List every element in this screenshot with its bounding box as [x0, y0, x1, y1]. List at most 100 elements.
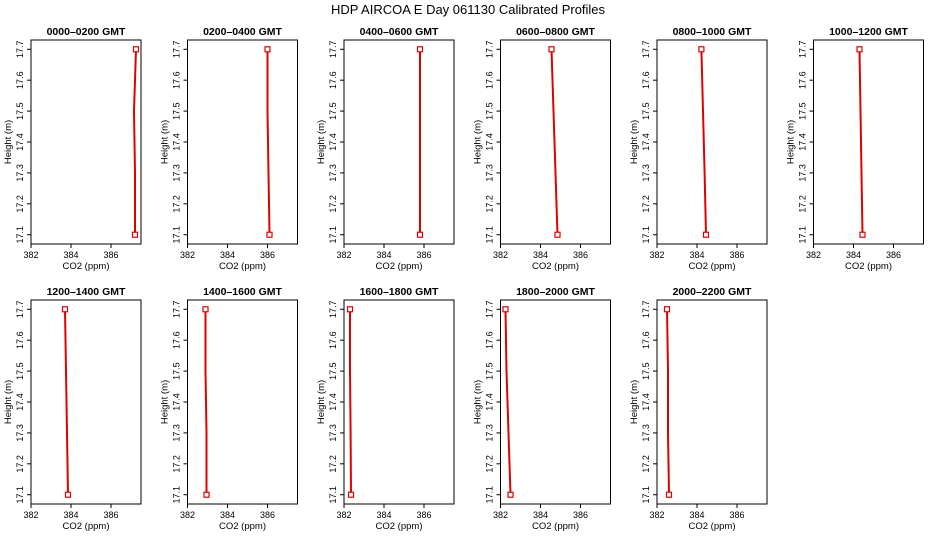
y-tick-label: 17.1: [798, 226, 808, 244]
plot-frame: [187, 39, 298, 245]
y-axis-label: Height (m): [160, 380, 171, 424]
x-tick-label: 384: [533, 510, 548, 520]
profile-endpoint-marker: [131, 231, 139, 238]
profile-endpoint-marker: [416, 46, 424, 53]
y-tick-label: 17.5: [798, 102, 808, 120]
y-axis-label: Height (m): [629, 380, 640, 424]
y-tick-label: 17.1: [641, 226, 651, 244]
x-tick-label: 386: [103, 250, 118, 260]
panel-title: 0600–0800 GMT: [516, 26, 595, 38]
y-tick-label: 17.3: [172, 164, 182, 182]
panel-title: 0800–1000 GMT: [673, 26, 752, 38]
y-tick-label: 17.2: [641, 195, 651, 213]
y-tick-label: 17.7: [798, 41, 808, 59]
profile-endpoint-marker: [346, 306, 354, 313]
y-tick-label: 17.4: [15, 133, 25, 151]
y-axis-label: Height (m): [3, 380, 14, 424]
y-tick-label: 17.4: [15, 393, 25, 411]
y-tick-label: 17.5: [641, 102, 651, 120]
x-tick-label: 382: [336, 250, 351, 260]
y-tick-label: 17.6: [641, 71, 651, 89]
profile-endpoint-marker: [202, 306, 209, 313]
x-tick-label: 384: [63, 250, 78, 260]
profile-line: [349, 309, 352, 495]
profile-endpoint-marker: [548, 46, 555, 53]
y-tick-label: 17.5: [485, 362, 495, 380]
y-tick-label: 17.4: [172, 393, 182, 411]
y-tick-label: 17.6: [15, 331, 25, 349]
profile-endpoint-marker: [554, 231, 561, 238]
y-tick-label: 17.4: [485, 133, 495, 151]
profile-endpoint-marker: [347, 491, 355, 498]
x-axis-label: CO2 (ppm): [532, 521, 579, 532]
plot-frame: [500, 299, 611, 505]
x-tick-label: 382: [649, 250, 664, 260]
panel-title: 0000–0200 GMT: [47, 26, 126, 38]
y-tick-label: 17.1: [172, 486, 182, 504]
panel-title: 0400–0600 GMT: [360, 26, 439, 38]
y-tick-label: 17.7: [15, 301, 25, 319]
y-tick-label: 17.5: [641, 362, 651, 380]
y-axis-label: Height (m): [473, 380, 484, 424]
x-tick-label: 384: [220, 250, 235, 260]
y-tick-label: 17.7: [485, 301, 495, 319]
x-tick-label: 384: [376, 510, 391, 520]
profile-endpoint-marker: [507, 491, 514, 498]
y-tick-label: 17.1: [15, 226, 25, 244]
panel-title: 0200–0400 GMT: [203, 26, 282, 38]
x-axis-label: CO2 (ppm): [532, 261, 579, 272]
x-tick-label: 382: [23, 510, 38, 520]
plot-frame: [343, 299, 455, 505]
y-tick-label: 17.1: [641, 486, 651, 504]
x-tick-label: 382: [180, 510, 195, 520]
y-tick-label: 17.5: [328, 102, 338, 120]
profile-endpoint-marker: [856, 46, 863, 53]
y-tick-label: 17.7: [641, 41, 651, 59]
plot-frame: [187, 299, 298, 505]
y-tick-label: 17.3: [798, 164, 808, 182]
y-axis-label: Height (m): [3, 120, 14, 164]
x-tick-label: 382: [493, 250, 508, 260]
y-tick-label: 17.3: [172, 424, 182, 442]
profile-endpoint-marker: [502, 306, 509, 313]
profile-line: [64, 309, 69, 495]
x-tick-label: 382: [23, 250, 38, 260]
y-tick-label: 17.4: [172, 133, 182, 151]
x-tick-label: 382: [649, 510, 664, 520]
y-tick-label: 17.6: [172, 71, 182, 89]
y-tick-label: 17.6: [172, 331, 182, 349]
x-tick-label: 386: [729, 250, 744, 260]
y-tick-label: 17.5: [485, 102, 495, 120]
plot-frame: [813, 39, 924, 245]
x-axis-label: CO2 (ppm): [845, 261, 892, 272]
x-tick-label: 382: [806, 250, 821, 260]
y-tick-label: 17.5: [172, 362, 182, 380]
y-tick-label: 17.1: [15, 486, 25, 504]
profile-endpoint-marker: [61, 306, 69, 313]
y-tick-label: 17.1: [485, 486, 495, 504]
y-tick-label: 17.2: [15, 195, 25, 213]
y-tick-label: 17.3: [15, 424, 25, 442]
y-tick-label: 17.1: [328, 486, 338, 504]
y-tick-label: 17.2: [328, 455, 338, 473]
profile-endpoint-marker: [64, 491, 72, 498]
y-tick-label: 17.6: [798, 71, 808, 89]
x-axis-label: CO2 (ppm): [689, 521, 736, 532]
y-tick-label: 17.3: [15, 164, 25, 182]
figure-title: HDP AIRCOA E Day 061130 Calibrated Profi…: [331, 2, 606, 17]
y-tick-label: 17.2: [798, 195, 808, 213]
profile-endpoint-marker: [416, 231, 424, 238]
y-tick-label: 17.5: [15, 102, 25, 120]
x-tick-label: 384: [63, 510, 78, 520]
y-tick-label: 17.6: [485, 331, 495, 349]
x-tick-label: 386: [573, 510, 588, 520]
x-tick-label: 384: [846, 250, 861, 260]
x-tick-label: 386: [416, 250, 431, 260]
panel-title: 1800–2000 GMT: [516, 286, 595, 298]
profile-endpoint-marker: [266, 231, 273, 238]
x-tick-label: 386: [416, 510, 431, 520]
y-tick-label: 17.2: [328, 195, 338, 213]
